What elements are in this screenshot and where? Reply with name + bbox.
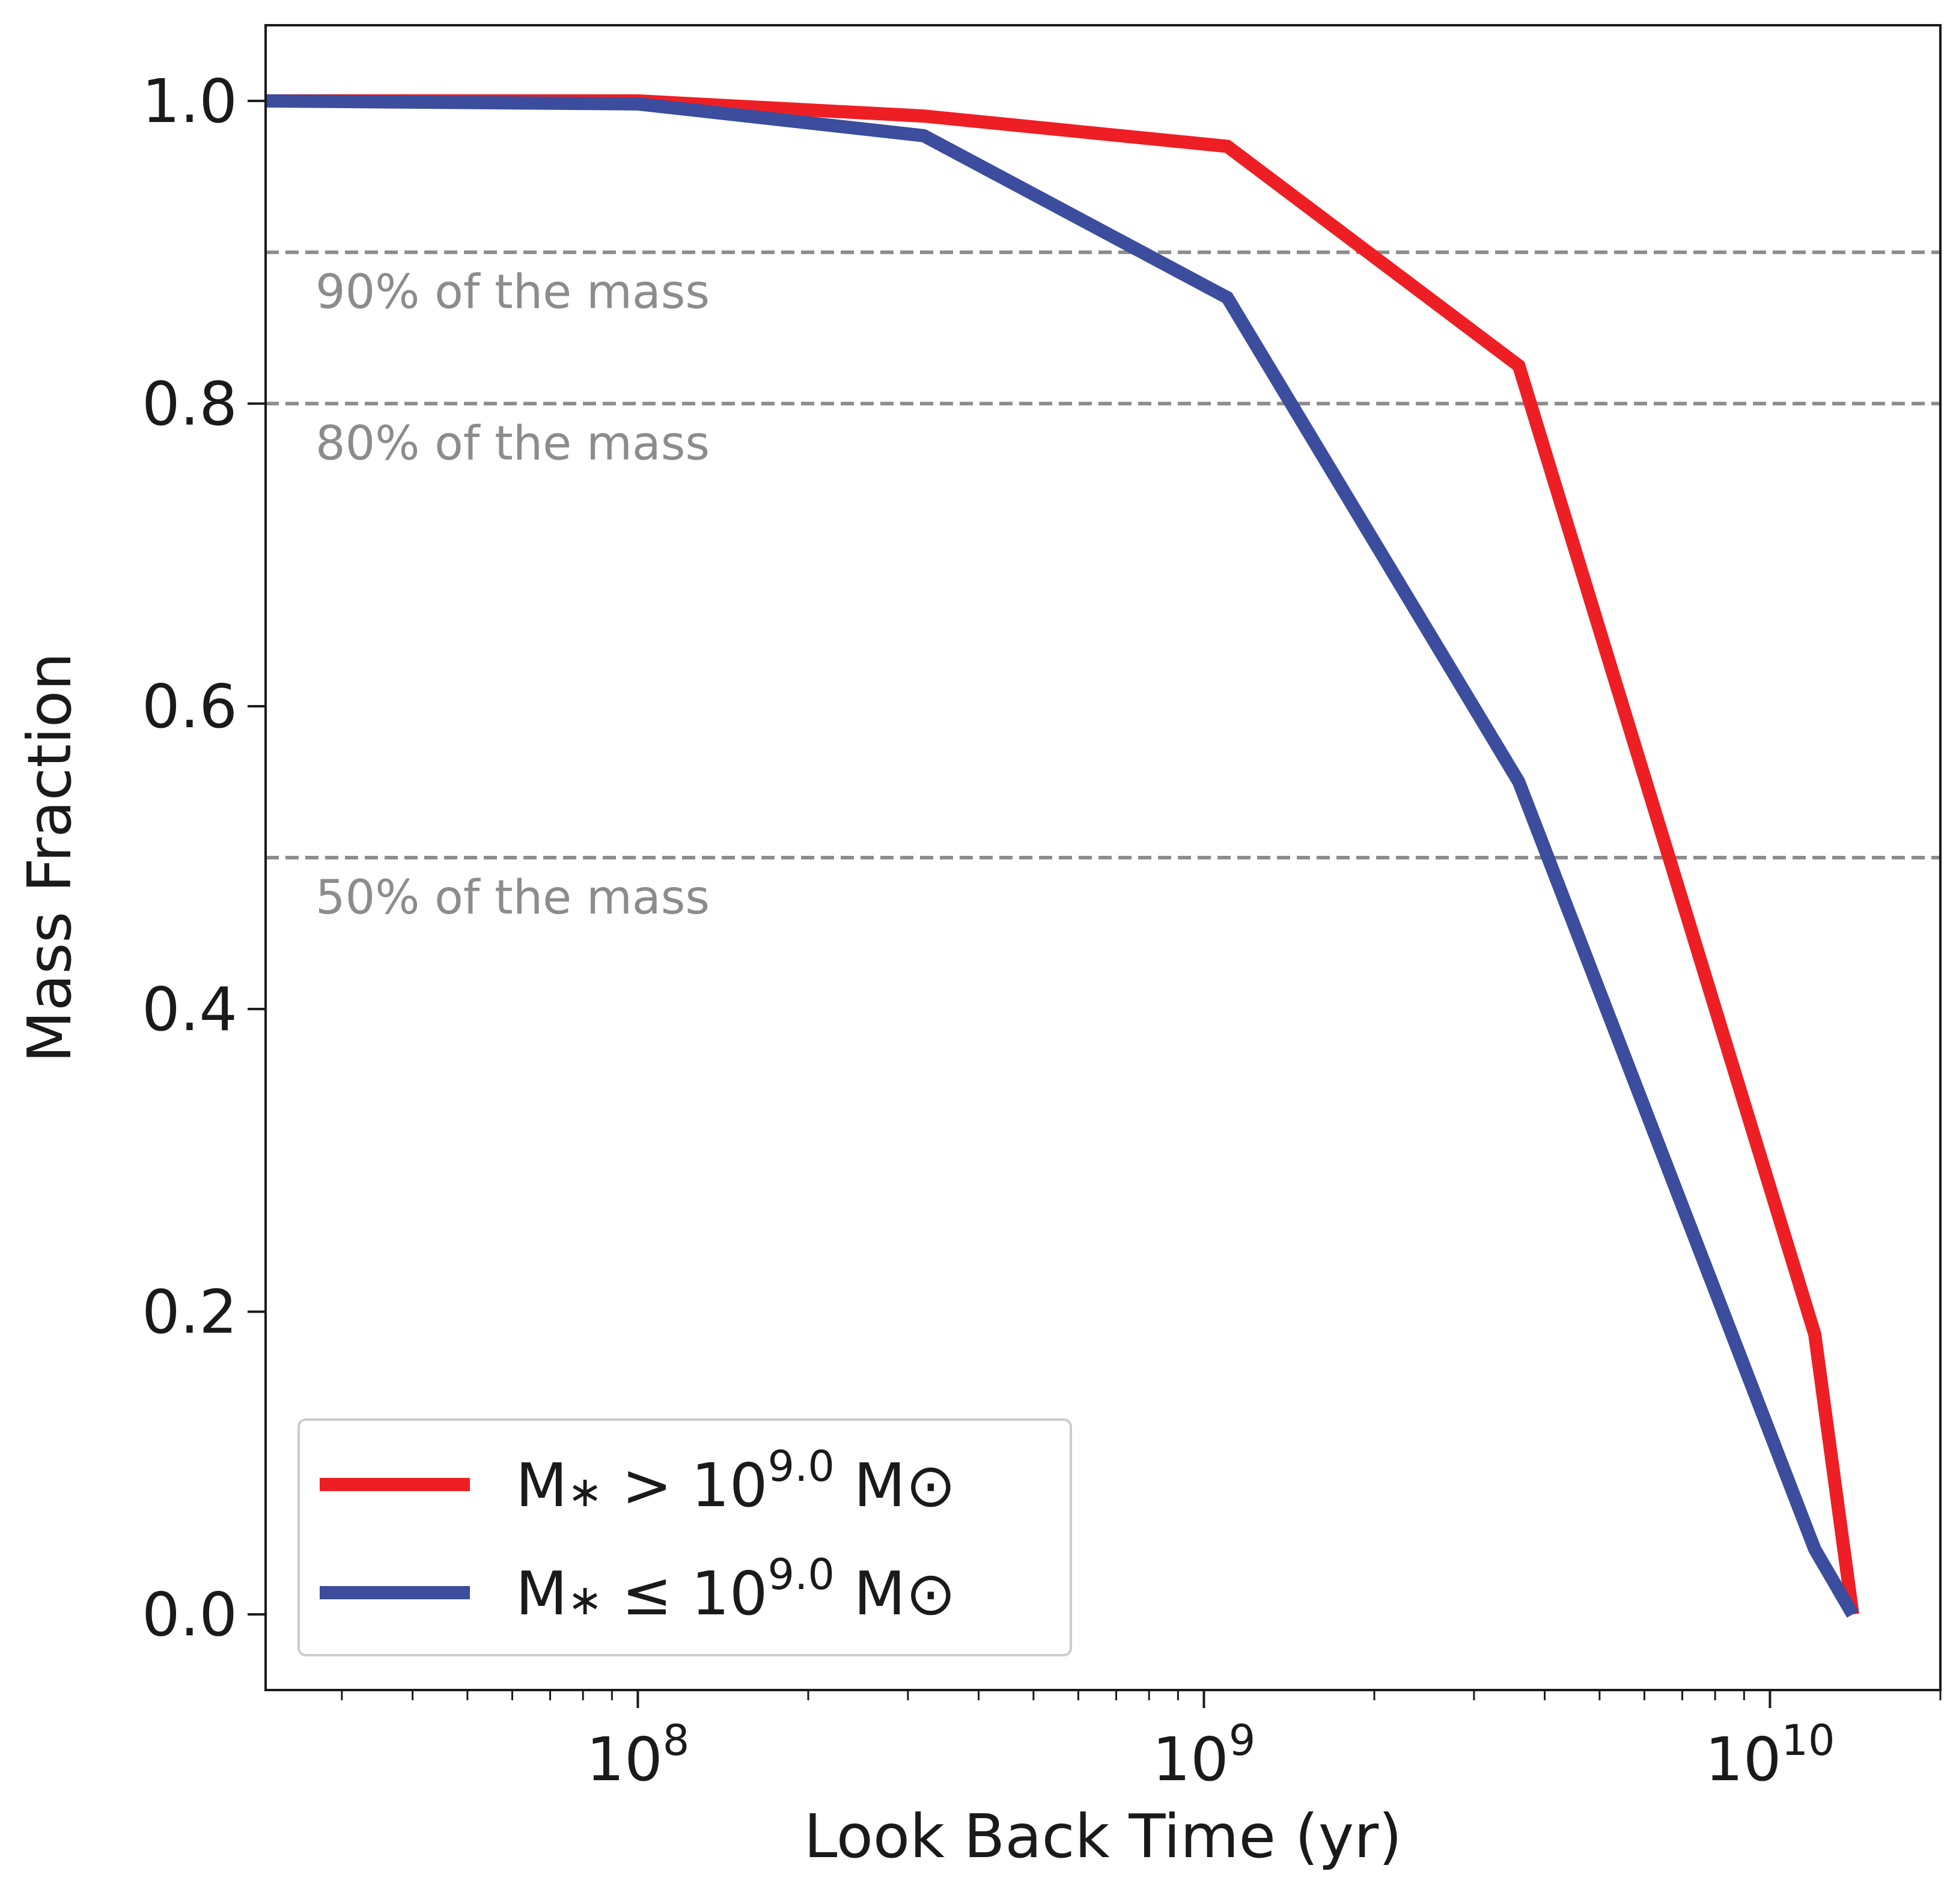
y-axis-label: Mass Fraction: [14, 653, 85, 1063]
x-axis: 108 109 1010: [341, 1690, 1942, 1795]
y-tick-label-3: 0.6: [142, 671, 237, 742]
legend-label-1: M∗ ≤ 109.0 M⊙: [516, 1550, 956, 1629]
y-tick-label-1: 0.2: [142, 1277, 237, 1347]
x-tick-label-2: 1010: [1705, 1716, 1835, 1795]
reference-label-0: 90% of the mass: [315, 266, 710, 320]
y-tick-label-5: 1.0: [142, 66, 237, 136]
reference-label-2: 50% of the mass: [315, 871, 710, 925]
legend-box: [297, 1418, 1072, 1656]
y-tick-label-4: 0.8: [142, 369, 237, 439]
x-tick-label-1: 109: [1153, 1716, 1256, 1795]
reference-label-1: 80% of the mass: [315, 417, 710, 471]
legend-label-0: M∗ > 109.0 M⊙: [516, 1442, 956, 1521]
y-tick-label-0: 0.0: [142, 1579, 237, 1650]
y-axis: 0.0 0.2 0.4 0.6 0.8 1.0: [142, 66, 266, 1650]
y-tick-label-2: 0.4: [142, 974, 237, 1045]
reference-lines: 90% of the mass 80% of the mass 50% of the…: [266, 250, 1940, 925]
legend: M∗ > 109.0 M⊙ M∗ ≤ 109.0 M⊙: [297, 1418, 1072, 1656]
plot-frame: [264, 24, 1942, 1691]
x-tick-label-0: 108: [586, 1716, 690, 1795]
data-series: [265, 94, 1860, 1618]
x-axis-label: Look Back Time (yr): [804, 1801, 1402, 1872]
